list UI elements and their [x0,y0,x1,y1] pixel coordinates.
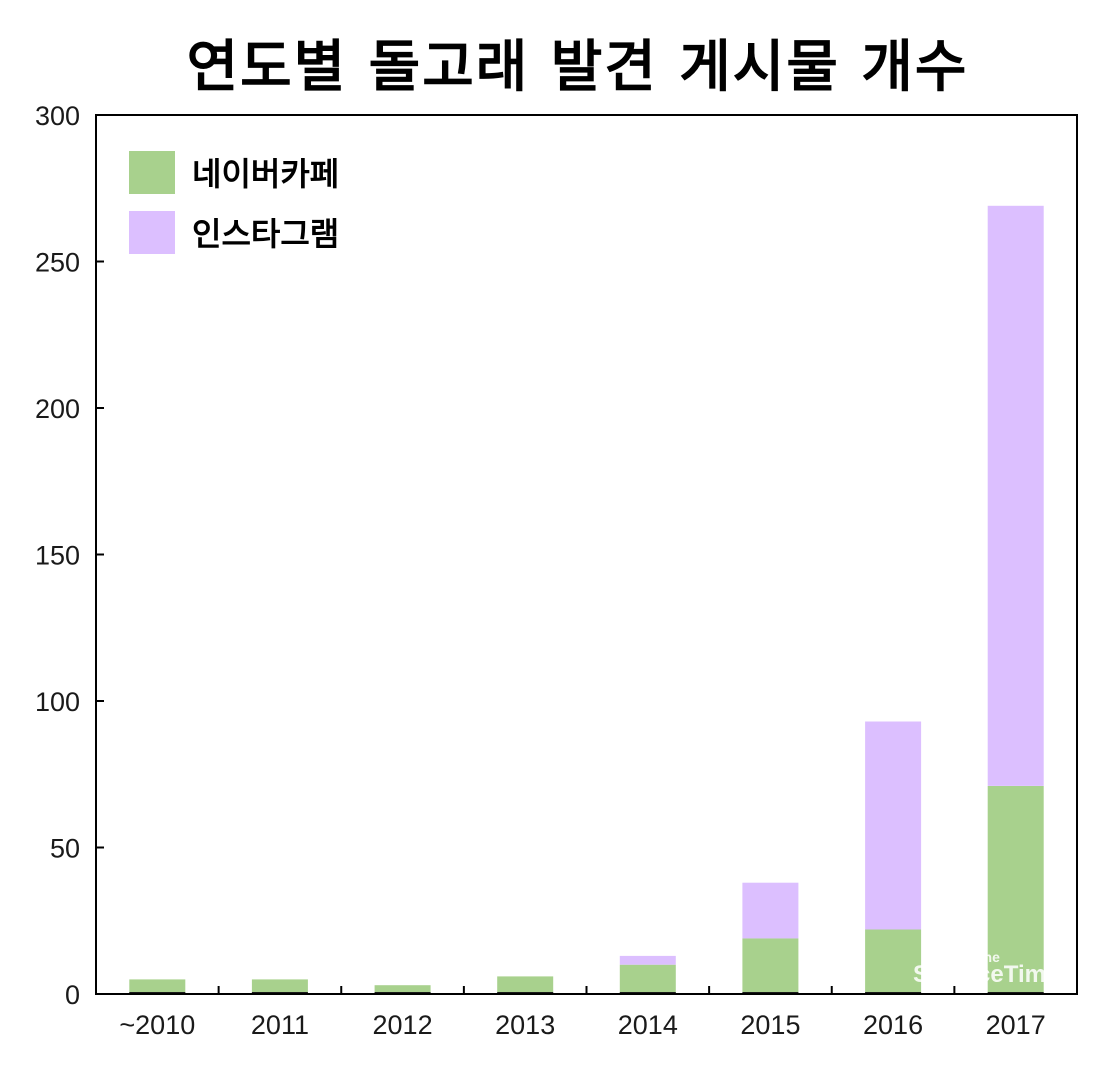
bar-segment-instagram-5 [742,882,799,939]
y-tick-label: 250 [35,248,80,278]
legend-label-instagram: 인스타그램 [192,215,339,253]
bar-segment-naver-cafe-3 [497,976,554,994]
bar-segment-instagram-4 [619,955,676,965]
y-tick-label: 100 [35,687,80,717]
bar-segment-naver-cafe-0 [129,979,186,994]
legend-swatch-naver-cafe [129,151,175,194]
bar-segment-naver-cafe-1 [251,979,308,994]
y-tick-label: 150 [35,541,80,571]
y-tick-label: 300 [35,101,80,131]
x-axis: ~2010 2011 2012 2013 2014 2015 2016 2017 [119,986,1046,1040]
y-tick-label: 200 [35,394,80,424]
bar-segment-naver-cafe-4 [619,964,676,994]
watermark-small-text: The [975,949,1000,965]
bars-layer [129,205,1044,994]
x-tick-label: 2016 [863,1010,923,1040]
bar-segment-naver-cafe-2 [374,985,431,994]
x-tick-label: 2011 [251,1010,309,1040]
chart-title: 연도별 돌고래 발견 게시물 개수 [186,35,969,100]
bar-segment-instagram-6 [865,721,922,930]
watermark-text: ScienceTimes [913,961,1073,988]
watermark-logo: The ScienceTimes [913,949,1073,988]
bar-segment-naver-cafe-5 [742,938,799,994]
x-tick-label: 2012 [373,1010,433,1040]
x-tick-label: 2013 [495,1010,555,1040]
bar-segment-naver-cafe-7 [987,786,1044,994]
x-tick-label: 2014 [618,1010,678,1040]
x-tick-label: ~2010 [119,1010,195,1040]
legend-swatch-instagram [129,211,175,254]
bar-segment-instagram-7 [987,205,1044,786]
bar-segment-naver-cafe-6 [865,929,922,994]
y-axis: 0 50 100 150 200 250 300 [35,101,104,1010]
y-tick-label: 0 [65,980,80,1010]
x-tick-label: 2015 [740,1010,800,1040]
x-tick-label: 2017 [986,1010,1046,1040]
legend-label-naver-cafe: 네이버카페 [192,155,339,193]
y-tick-label: 50 [50,834,80,864]
